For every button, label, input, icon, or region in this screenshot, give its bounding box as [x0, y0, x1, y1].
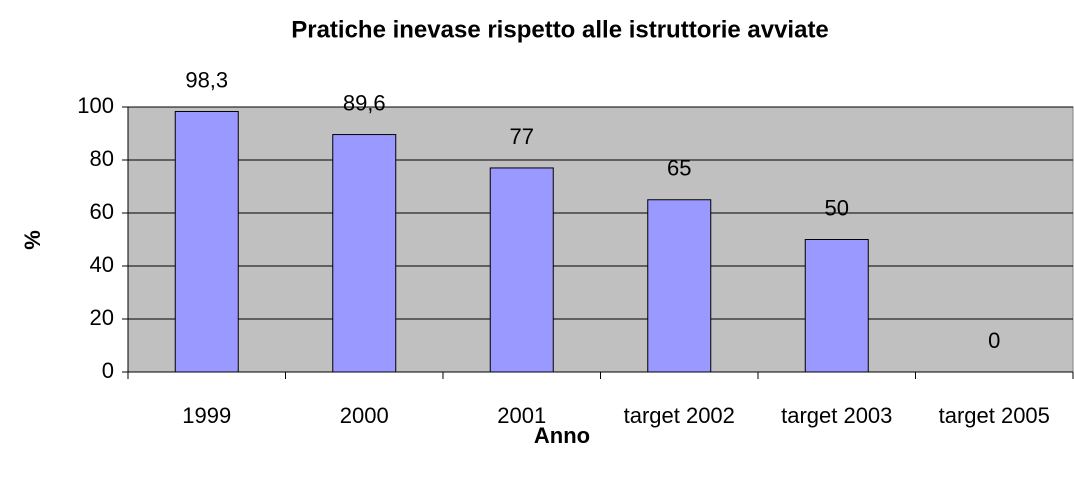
bar	[647, 199, 712, 373]
x-axis-label: Anno	[534, 423, 590, 448]
bar	[804, 239, 869, 373]
x-tick-label: target 2003	[781, 403, 892, 428]
bar	[489, 167, 554, 373]
data-label: 77	[510, 124, 534, 149]
data-label: 89,6	[343, 90, 386, 115]
data-label: 50	[825, 195, 849, 220]
data-label: 65	[667, 156, 691, 181]
x-tick-label: target 2002	[624, 403, 735, 428]
y-tick-label: 20	[90, 305, 114, 330]
y-axis-label: %	[20, 230, 45, 250]
y-tick-label: 80	[90, 146, 114, 171]
y-tick-label: 100	[77, 93, 114, 118]
y-tick-label: 40	[90, 252, 114, 277]
chart-title: Pratiche inevase rispetto alle istruttor…	[291, 16, 829, 43]
data-label: 0	[988, 328, 1000, 353]
y-tick-label: 0	[102, 358, 114, 383]
bar	[332, 134, 397, 373]
y-tick-label: 60	[90, 199, 114, 224]
x-tick-label: 1999	[182, 403, 231, 428]
x-tick-label: target 2005	[939, 403, 1050, 428]
data-label: 98,3	[185, 67, 228, 92]
x-tick-label: 2001	[497, 403, 546, 428]
x-tick-label: 2000	[340, 403, 389, 428]
plot-area	[127, 106, 1074, 373]
bar	[174, 111, 239, 373]
